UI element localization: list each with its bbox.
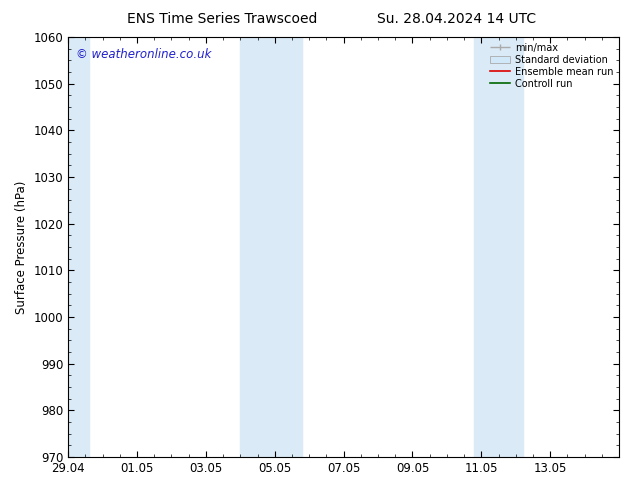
Legend: min/max, Standard deviation, Ensemble mean run, Controll run: min/max, Standard deviation, Ensemble me… — [486, 39, 617, 93]
Y-axis label: Surface Pressure (hPa): Surface Pressure (hPa) — [15, 180, 28, 314]
Text: Su. 28.04.2024 14 UTC: Su. 28.04.2024 14 UTC — [377, 12, 536, 26]
Text: ENS Time Series Trawscoed: ENS Time Series Trawscoed — [127, 12, 317, 26]
Text: © weatheronline.co.uk: © weatheronline.co.uk — [77, 48, 212, 61]
Bar — [240, 37, 302, 457]
Bar — [474, 37, 522, 457]
Bar — [65, 37, 89, 457]
